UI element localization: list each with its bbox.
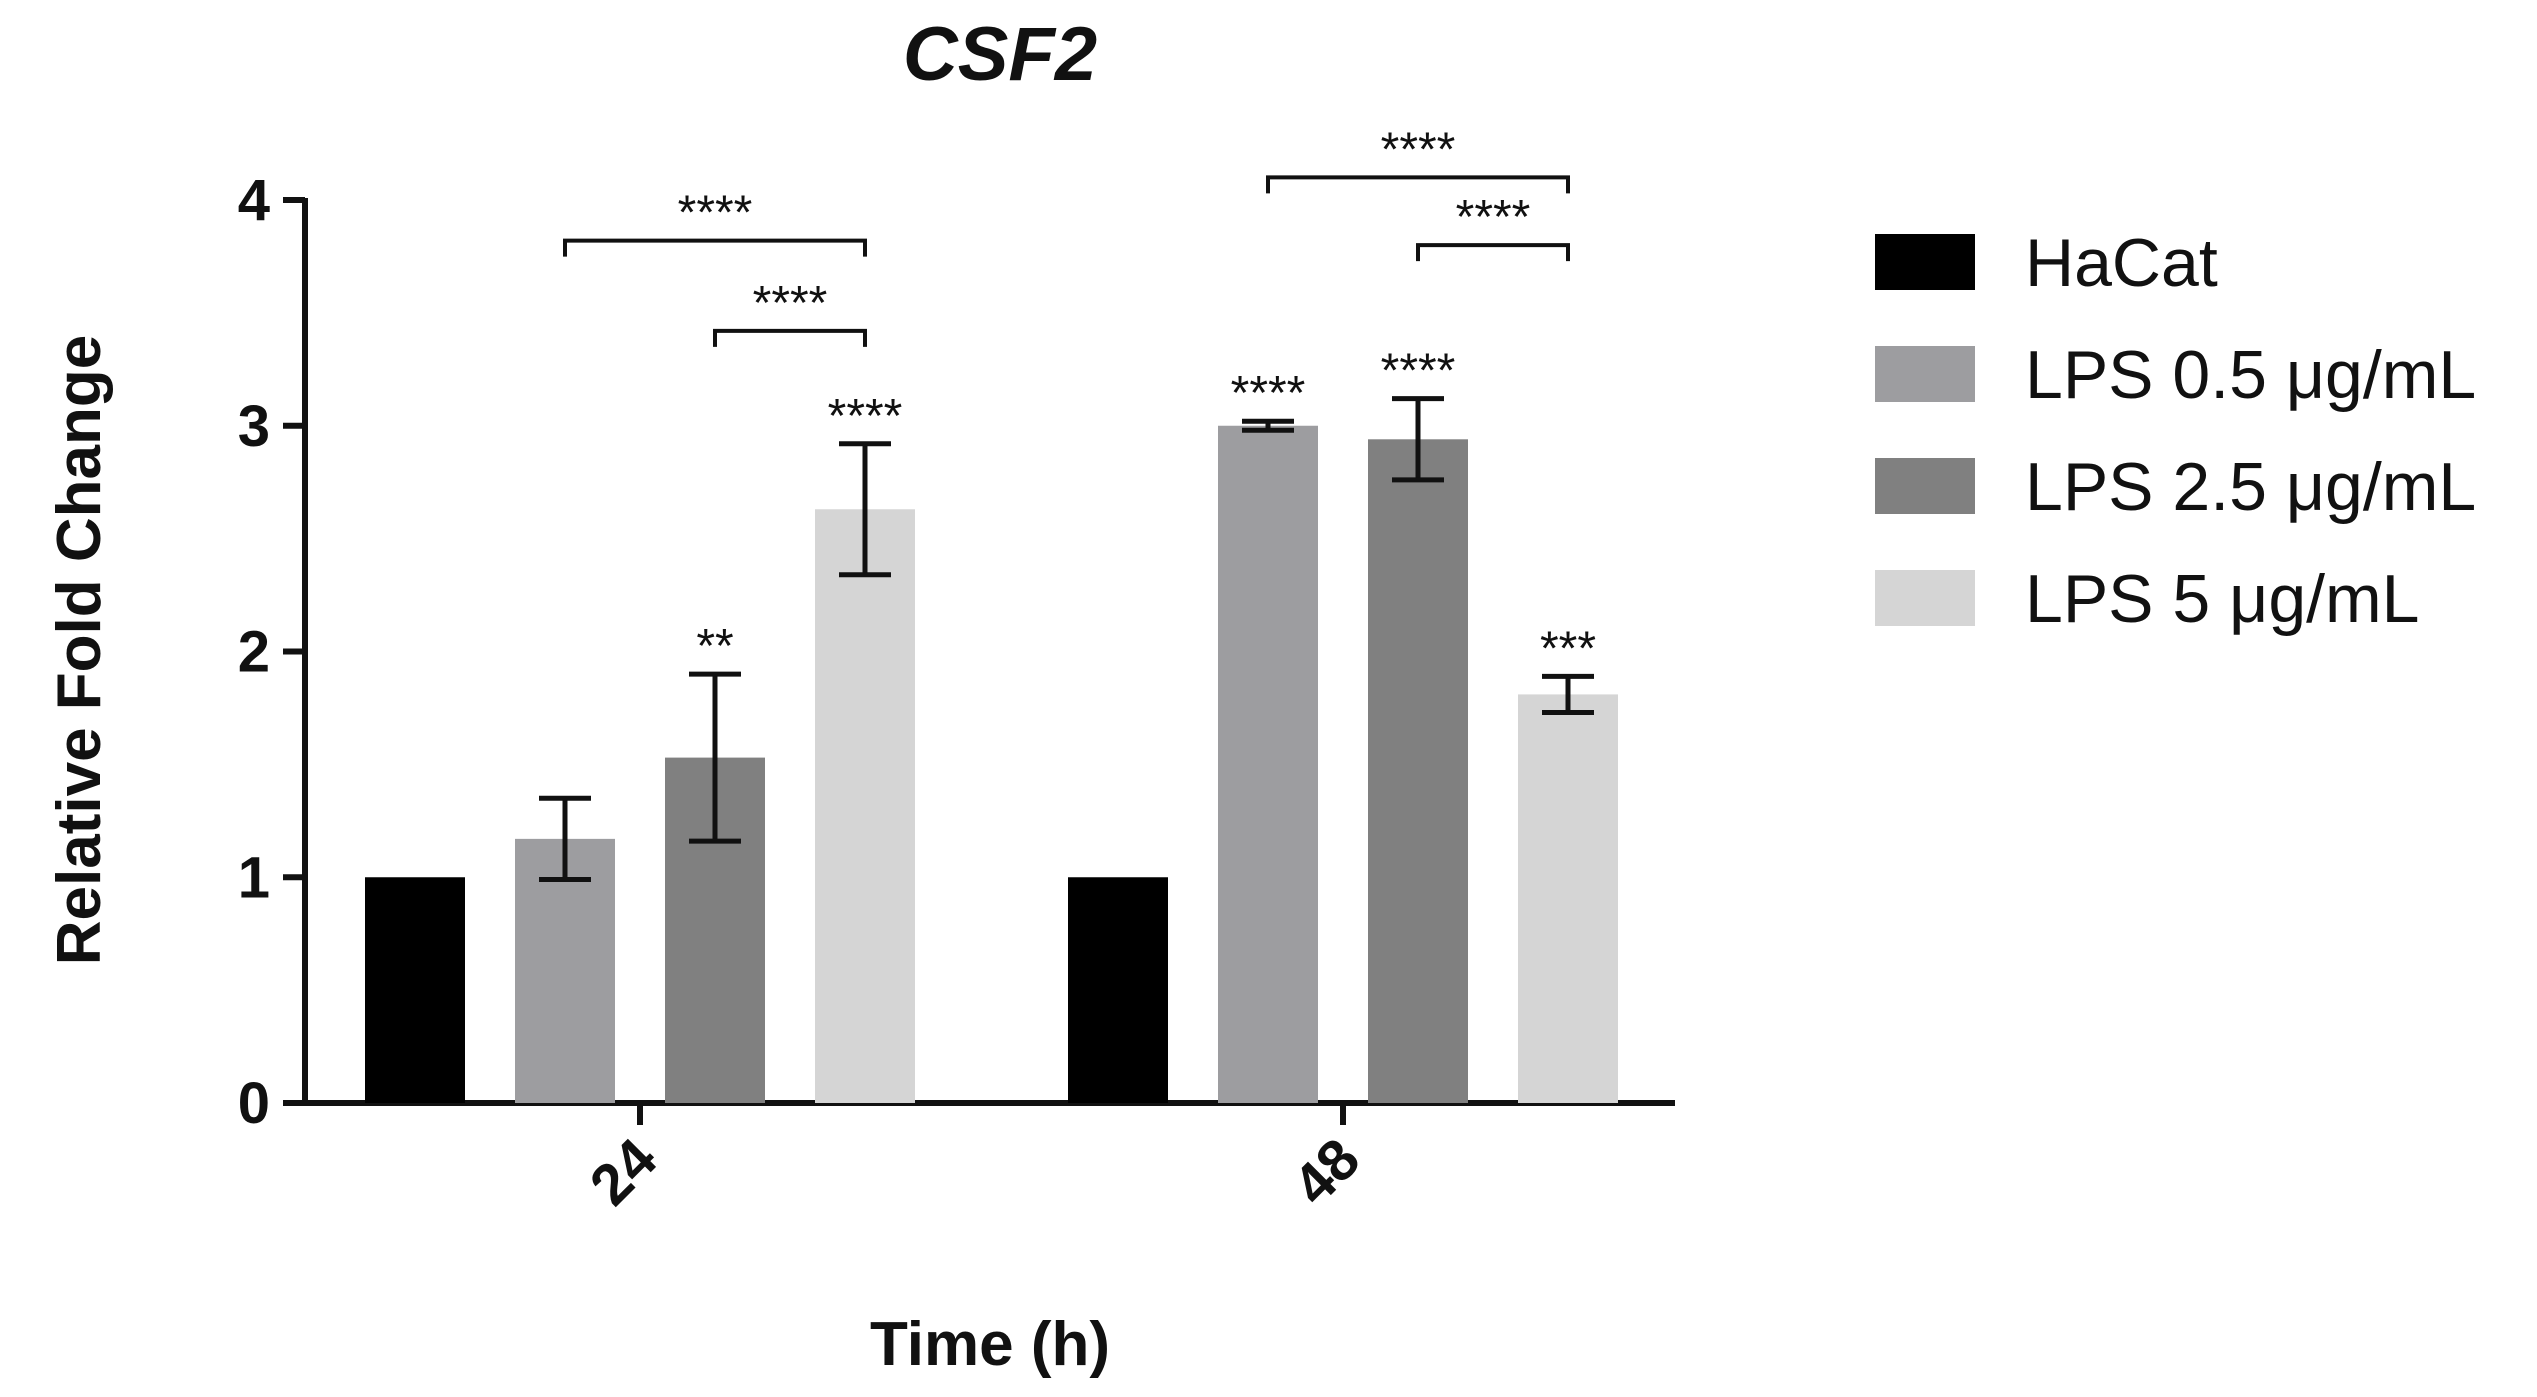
legend-swatch [1875,234,1975,290]
significance-label: ** [696,620,733,673]
significance-label: *** [1540,622,1596,675]
y-axis-label: Relative Fold Change [45,335,114,965]
comparison-bracket [1266,175,1570,194]
legend-label: LPS 5 μg/mL [2025,561,2420,637]
comparison-bracket [713,328,867,347]
x-axis-label: Time (h) [870,1310,1110,1379]
bar [1368,439,1468,1103]
comparison-label: **** [678,187,753,240]
bar [515,838,615,1103]
comparison-label: **** [1456,191,1531,244]
comparison-label: **** [753,277,828,330]
comparison-bracket [563,238,867,257]
bar [1068,877,1168,1103]
comparison-label: **** [1381,123,1456,176]
y-tick-label: 0 [238,1071,270,1136]
bar [365,877,465,1103]
y-tick-label: 3 [238,394,270,459]
bar [1218,425,1318,1103]
x-tick-label: 48 [1281,1126,1373,1218]
legend-swatch [1875,346,1975,402]
legend-label: LPS 2.5 μg/mL [2025,449,2476,525]
legend: HaCat LPS 0.5 μg/mL LPS 2.5 μg/mL LPS 5 μg/… [1875,225,2476,637]
y-tick-label: 2 [238,620,270,685]
legend-label: LPS 0.5 μg/mL [2025,337,2476,413]
significance-label: **** [1231,367,1306,420]
legend-label: HaCat [2025,225,2218,301]
comparison-bracket [1416,243,1570,262]
significance-label: **** [1381,345,1456,398]
legend-swatch [1875,458,1975,514]
chart-title: CSF2 [903,12,1097,97]
significance-label: **** [828,390,903,443]
x-tick-label: 24 [578,1126,670,1218]
y-tick-label: 4 [238,168,270,233]
bar [815,509,915,1104]
legend-swatch [1875,570,1975,626]
bar [1518,694,1618,1103]
y-tick-label: 1 [238,845,270,910]
